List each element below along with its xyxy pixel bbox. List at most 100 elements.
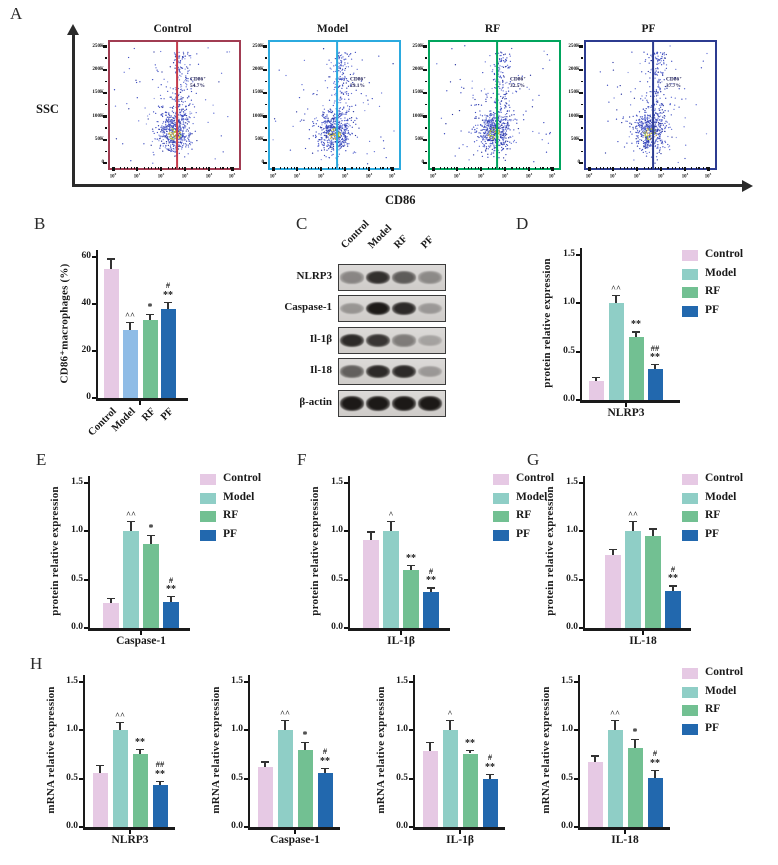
flow-ytick-mark: [263, 68, 267, 71]
legend-swatch-pf: [200, 529, 216, 541]
chart-x-axis-title: IL-1β: [446, 834, 474, 846]
error-bar-line: [390, 521, 392, 532]
chart-ytick-mark: [344, 627, 348, 629]
flow-ytick-minor: [104, 104, 107, 106]
significance-marker: ^: [447, 707, 453, 718]
flow-ytick-label: 50K: [94, 136, 104, 142]
flow-ytick-minor: [424, 57, 427, 59]
error-bar-line: [469, 750, 471, 754]
bar-pf: [317, 772, 333, 827]
error-bar-line: [410, 566, 412, 570]
error-bar-line: [129, 322, 131, 330]
chart-y-axis: [248, 675, 251, 827]
error-bar-cap: [649, 528, 657, 530]
blot-row-label: Il-1β: [309, 332, 332, 345]
flow-xtick-minor: [389, 167, 391, 170]
legend-label-rf: RF: [705, 509, 721, 522]
flow-ytick-mark: [263, 45, 267, 48]
bar-rf: [297, 749, 313, 827]
chart-ytick-label: 1.5: [563, 248, 575, 259]
flow-ytick-label: 0: [87, 160, 104, 165]
chart-x-axis-title: Caspase-1: [116, 635, 166, 647]
chart-xtick-mark: [400, 630, 402, 635]
significance-marker: ^^: [115, 709, 125, 720]
flow-xtick-minor: [491, 167, 493, 170]
chart-ytick-label: 0.0: [561, 821, 573, 831]
error-bar-cap: [611, 719, 619, 721]
legend-swatch-rf: [682, 287, 698, 299]
flow-xtick-minor: [501, 167, 504, 170]
flow-xtick-minor: [386, 167, 388, 170]
flow-xtick-minor: [451, 167, 453, 170]
flow-xtick-label: 103: [181, 171, 188, 179]
blot-band: [392, 271, 416, 284]
error-bar-cap: [407, 565, 415, 567]
flow-ytick-minor: [264, 80, 267, 82]
chart-ytick-mark: [244, 729, 248, 732]
blot-band: [366, 270, 390, 285]
flow-xtick-minor: [351, 167, 353, 170]
significance-marker: #: [165, 280, 171, 291]
flow-xtick-mark: [456, 167, 459, 171]
flow-ytick-mark: [103, 68, 107, 71]
flow-xtick-mark: [551, 167, 554, 171]
bar-rf: [403, 569, 419, 628]
flow-xtick-minor: [124, 167, 126, 170]
gate-percent-value: 29.1%: [349, 83, 365, 89]
significance-marker: **: [668, 573, 678, 585]
chart-ytick-label: 1.0: [396, 724, 408, 735]
flow-ytick-mark: [423, 138, 427, 141]
blot-band: [418, 271, 442, 284]
flow-xtick-minor: [525, 167, 527, 170]
flow-xtick-minor: [279, 167, 282, 170]
legend-swatch-rf: [682, 705, 698, 717]
chart-y-axis: [83, 675, 86, 827]
chart-ytick-mark: [574, 826, 578, 828]
legend-label-pf: PF: [705, 721, 720, 734]
legend-swatch-control: [682, 250, 698, 261]
error-bar-cap: [146, 313, 154, 315]
chart-ytick-mark: [574, 729, 578, 732]
error-bar-cap: [466, 749, 474, 751]
error-bar-line: [634, 739, 636, 748]
legend-label-model: Model: [705, 490, 737, 503]
flow-xtick-minor: [549, 167, 551, 170]
legend-swatch-control: [682, 668, 698, 679]
flow-xtick-label: 102: [633, 171, 641, 179]
chart-ytick-mark: [574, 680, 578, 683]
significance-marker: ^^: [280, 707, 290, 718]
error-bar-line: [429, 742, 431, 751]
bar-rf: [628, 337, 644, 400]
flow-xtick-mark: [136, 167, 139, 171]
cd86-axis-arrowhead-icon: [742, 179, 753, 192]
flow-ytick-minor: [104, 80, 107, 82]
legend-swatch-pf: [493, 529, 509, 541]
legend-swatch-rf: [682, 511, 698, 523]
chart-x-axis-title: IL-1β: [387, 635, 415, 647]
blot-band: [418, 302, 442, 315]
flow-ytick-mark: [423, 115, 427, 118]
chart-ytick-label: 1.5: [66, 675, 78, 686]
flow-ytick-minor: [264, 127, 267, 129]
flow-ytick-label: 100K: [252, 113, 264, 119]
error-bar-line: [170, 597, 172, 602]
significance-marker: ^^: [125, 309, 135, 320]
chart-ytick-label: 0.0: [66, 821, 78, 831]
flow-ytick-minor: [424, 127, 427, 129]
error-bar-cap: [96, 765, 104, 767]
flow-xtick-label: 102: [157, 171, 165, 179]
flow-xtick-minor: [341, 167, 344, 170]
cd86-axis-line: [72, 184, 744, 187]
error-bar-line: [284, 720, 286, 731]
flow-xtick-mark: [391, 167, 394, 171]
gate-marker-name: CD86⁺: [189, 77, 207, 83]
legend-label-control: Control: [705, 248, 744, 260]
blot-strip-3: [338, 358, 446, 385]
chart-ytick-label: 1.5: [71, 476, 83, 487]
legend-label-model: Model: [705, 266, 737, 279]
bar-model: [112, 730, 128, 827]
flow-xtick-minor: [119, 167, 122, 170]
flow-scatter-rf: [430, 42, 559, 168]
flow-xtick-minor: [202, 167, 204, 170]
error-bar-line: [139, 749, 141, 755]
